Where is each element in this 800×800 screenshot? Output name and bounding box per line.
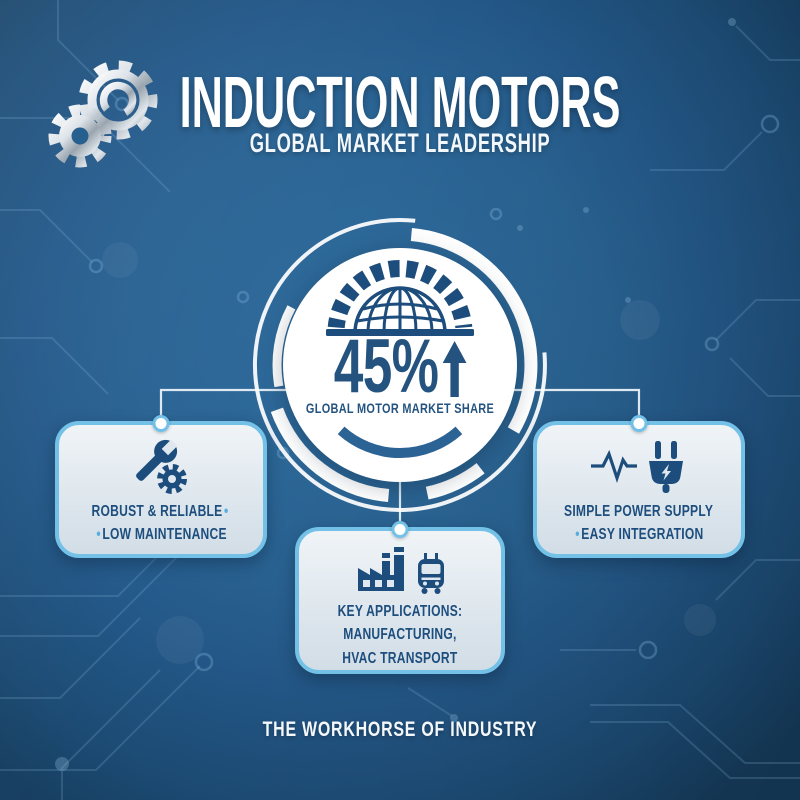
- up-arrow-icon: [442, 341, 467, 398]
- hub-inner-arc: [337, 426, 463, 458]
- card-text: ROBUST & RELIABLE • • LOW MAINTENANCE: [92, 500, 231, 547]
- card-icon: [352, 539, 448, 595]
- page-title: INDUCTION MOTORS: [179, 63, 621, 143]
- page-subtitle: GLOBAL MARKET LEADERSHIP: [249, 128, 551, 158]
- card-text: KEY APPLICATIONS: MANUFACTURING, HVAC TR…: [338, 600, 463, 670]
- gears-icon: [48, 60, 158, 168]
- connector-node: [630, 415, 648, 432]
- card-line: HVAC TRANSPORT: [342, 649, 458, 667]
- card-key-applications: KEY APPLICATIONS: MANUFACTURING, HVAC TR…: [295, 521, 505, 674]
- connector-node: [152, 415, 170, 432]
- wrench-gear-icon: [136, 439, 187, 494]
- card-line: SIMPLE POWER SUPPLY: [564, 503, 714, 520]
- card-icon: [587, 437, 691, 495]
- footer-tagline: THE WORKHORSE OF INDUSTRY: [262, 718, 538, 741]
- power-plug-icon: [591, 441, 683, 493]
- card-icon: [128, 437, 194, 495]
- card-line: • LOW MAINTENANCE: [96, 526, 227, 544]
- card-line: ROBUST & RELIABLE •: [91, 503, 229, 520]
- card-line: KEY APPLICATIONS:: [337, 603, 463, 620]
- market-share-caption: GLOBAL MOTOR MARKET SHARE: [305, 400, 495, 416]
- small-gear: [48, 104, 112, 168]
- card-line: MANUFACTURING,: [343, 626, 457, 644]
- card-robust-reliable: ROBUST & RELIABLE • • LOW MAINTENANCE: [55, 415, 267, 558]
- market-share-row: 45%: [120, 324, 680, 409]
- big-gear: [78, 60, 158, 140]
- card-line: • EASY INTEGRATION: [575, 526, 704, 544]
- connector-node: [391, 521, 409, 538]
- globe-gear-icon: [326, 260, 474, 336]
- hub-rings: [252, 218, 547, 512]
- card-text: SIMPLE POWER SUPPLY • EASY INTEGRATION: [564, 500, 713, 547]
- market-share-value: 45%: [333, 324, 439, 409]
- factory-train-icon: [358, 547, 444, 594]
- card-power-supply: SIMPLE POWER SUPPLY • EASY INTEGRATION: [533, 415, 745, 558]
